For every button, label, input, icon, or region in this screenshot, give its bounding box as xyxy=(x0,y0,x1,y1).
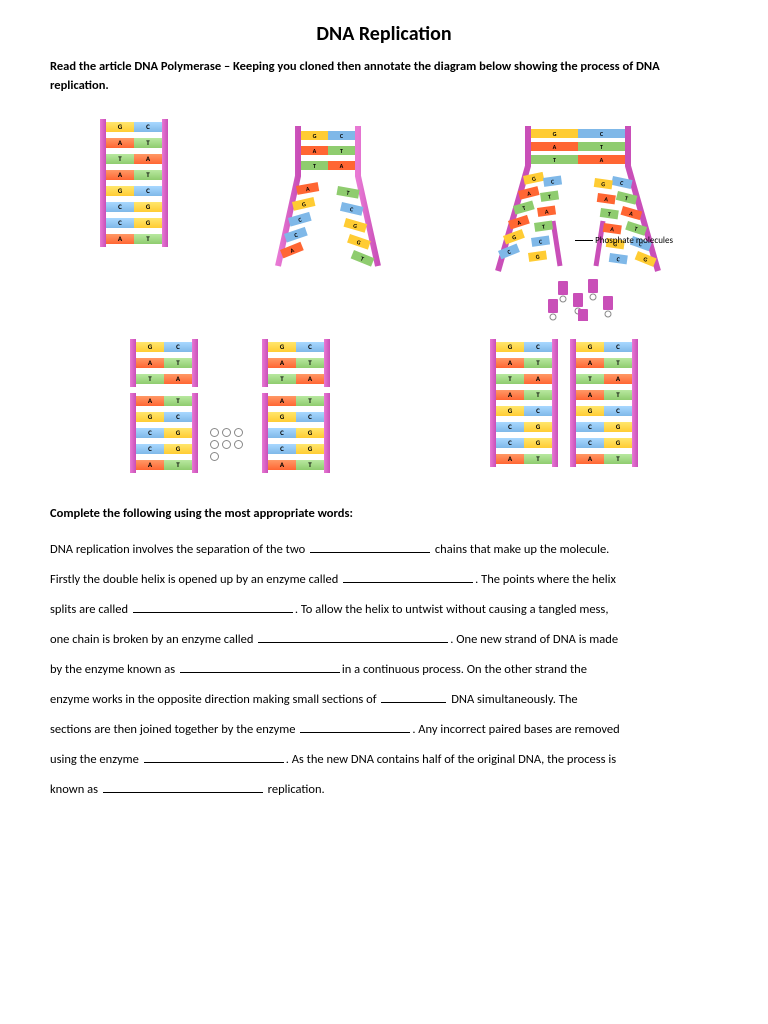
worksheet-page: DNA Replication Read the article DNA Pol… xyxy=(0,0,768,1024)
text: in a continuous process. On the other st… xyxy=(342,662,587,677)
text: . As the new DNA contains half of the or… xyxy=(286,752,616,767)
svg-text:T: T xyxy=(340,147,343,155)
dna-stage-4: GCATTAATGCCGCGAT GCATTAATGCCGCGAT xyxy=(130,341,330,471)
svg-text:A: A xyxy=(313,147,317,155)
text: replication. xyxy=(265,782,325,797)
svg-text:A: A xyxy=(553,143,557,151)
text: one chain is broken by an enzyme called xyxy=(50,632,256,647)
dna-stage-2: GCATTA AGCCA TCGGT xyxy=(268,121,388,271)
diagram-row-2: GCATTAATGCCGCGAT GCATTAATGCCGCGAT GCATTA… xyxy=(50,336,718,476)
text: DNA simultaneously. The xyxy=(448,692,577,707)
instructions-text: Read the article DNA Polymerase – Keepin… xyxy=(50,58,718,96)
text: . One new strand of DNA is made xyxy=(450,632,618,647)
text: splits are called xyxy=(50,602,131,617)
text: enzyme works in the opposite direction m… xyxy=(50,692,379,707)
fill-prompt: Complete the following using the most ap… xyxy=(50,506,718,521)
blank-8[interactable] xyxy=(144,762,284,763)
diagram-area: GCATTAATGCCGCGAT GCATTA AGCCA TCGGT xyxy=(50,116,718,476)
blank-1[interactable] xyxy=(310,552,430,553)
text: using the enzyme xyxy=(50,752,142,767)
blank-2[interactable] xyxy=(343,582,473,583)
dna-stage-5: GCATTAATGCCGCGAT GCATTAATGCCGCGAT xyxy=(490,341,638,465)
text: DNA replication involves the separation … xyxy=(50,542,308,557)
text: Firstly the double helix is opened up by… xyxy=(50,572,341,587)
page-title: DNA Replication xyxy=(50,22,718,46)
free-nucleotides xyxy=(210,428,250,461)
svg-text:A: A xyxy=(600,156,604,164)
svg-text:T: T xyxy=(600,143,603,151)
dna-stage-3: GCATTA GCATTAATGCCG CGTAATTACGGC Phospha… xyxy=(488,121,668,321)
blank-7[interactable] xyxy=(300,732,410,733)
blank-3[interactable] xyxy=(133,612,293,613)
svg-text:T: T xyxy=(553,156,556,164)
fill-paragraph: DNA replication involves the separation … xyxy=(50,535,718,805)
blank-6[interactable] xyxy=(381,702,446,703)
phosphate-label: Phosphate molecules xyxy=(595,236,673,246)
blank-9[interactable] xyxy=(103,792,263,793)
text: . The points where the helix xyxy=(475,572,616,587)
text: . Any incorrect paired bases are removed xyxy=(412,722,619,737)
svg-text:G: G xyxy=(313,132,317,140)
blank-4[interactable] xyxy=(258,642,448,643)
text: known as xyxy=(50,782,101,797)
diagram-row-1: GCATTAATGCCGCGAT GCATTA AGCCA TCGGT xyxy=(50,116,718,326)
text: . To allow the helix to untwist without … xyxy=(295,602,609,617)
text: by the enzyme known as xyxy=(50,662,178,677)
svg-text:T: T xyxy=(313,162,316,170)
svg-text:G: G xyxy=(553,130,557,138)
blank-5[interactable] xyxy=(180,672,340,673)
dna-stage-1: GCATTAATGCCGCGAT xyxy=(100,121,168,245)
svg-text:A: A xyxy=(340,162,344,170)
text: chains that make up the molecule. xyxy=(432,542,609,557)
text: sections are then joined together by the… xyxy=(50,722,298,737)
